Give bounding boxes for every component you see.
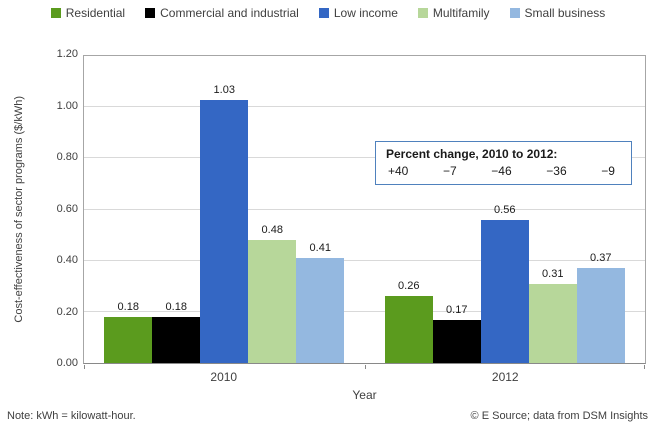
bar-residential-2012: 0.26 <box>384 280 433 363</box>
y-tick-label: 1.20 <box>56 48 78 60</box>
annotation-title: Percent change, 2010 to 2012: <box>386 147 558 161</box>
percent-change-value: −46 <box>491 164 512 178</box>
gridline <box>84 208 645 210</box>
bar-group-2012: 0.26 0.17 0.56 0.31 0.37 <box>365 56 646 363</box>
x-axis-tick <box>364 365 366 369</box>
bar-value-label: 0.48 <box>261 224 283 237</box>
legend: Residential Commercial and industrial Low … <box>0 6 656 20</box>
legend-swatch-icon <box>509 8 520 18</box>
gridline <box>84 157 645 159</box>
bar-value-label: 0.31 <box>542 267 564 280</box>
x-axis-tick <box>644 365 645 369</box>
bar-value-label: 0.26 <box>398 280 420 293</box>
percent-change-value: −36 <box>546 164 567 178</box>
legend-label: Small business <box>524 6 606 20</box>
percent-change-value: −9 <box>601 164 615 178</box>
plot-wrapper: 0.18 0.18 1.03 0.48 0.41 0.26 0.17 0.56 0.31 0.37… <box>83 55 646 402</box>
legend-label: Multifamily <box>432 6 490 20</box>
bar-small-business-2012: 0.37 <box>576 252 625 363</box>
bar-low-income-2010: 1.03 <box>200 84 249 363</box>
x-axis-tick <box>84 365 85 369</box>
percent-change-annotation-box: Percent change, 2010 to 2012: +40 −7 −46 −3… <box>375 141 632 185</box>
bar-multifamily-2010: 0.48 <box>248 224 297 363</box>
annotation-values: +40 −7 −46 −36 −9 <box>376 163 631 180</box>
bar-value-label: 0.17 <box>446 303 468 316</box>
legend-item-low-income: Low income <box>318 6 398 20</box>
legend-swatch-icon <box>318 8 329 18</box>
percent-change-value: +40 <box>388 164 409 178</box>
y-tick-label: 1.00 <box>56 99 78 112</box>
footnote: Note: kWh = kilowatt-hour. <box>7 410 136 422</box>
legend-swatch-icon <box>50 8 61 18</box>
legend-item-residential: Residential <box>50 6 126 20</box>
x-category-labels: 2010 2012 <box>83 370 646 384</box>
legend-item-multifamily: Multifamily <box>417 6 490 20</box>
bar-commercial-and-industrial-2010: 0.18 <box>152 301 201 363</box>
y-axis-tick-labels: 0.00 0.20 0.40 0.60 0.80 1.00 1.20 <box>38 49 78 369</box>
plot-area: 0.18 0.18 1.03 0.48 0.41 0.26 0.17 0.56 0.31 0.37 <box>83 55 646 369</box>
bar-value-label: 0.37 <box>590 252 612 265</box>
bar-multifamily-2012: 0.31 <box>528 268 577 363</box>
bar-value-label: 0.18 <box>165 300 187 313</box>
y-tick-label: 0.20 <box>56 305 78 318</box>
legend-label: Residential <box>65 6 126 20</box>
y-tick-label: 0.80 <box>56 151 78 164</box>
legend-label: Commercial and industrial <box>160 6 299 20</box>
gridline <box>84 106 645 108</box>
legend-item-commercial-and-industrial: Commercial and industrial <box>145 6 299 20</box>
percent-change-value: −7 <box>442 164 457 178</box>
legend-label: Low income <box>333 6 398 20</box>
gridline <box>84 310 645 312</box>
bar-low-income-2012: 0.56 <box>480 204 529 363</box>
y-axis-title: Cost-effectiveness of sector programs ($… <box>10 55 28 364</box>
bar-groups: 0.18 0.18 1.03 0.48 0.41 0.26 0.17 0.56 0.31 0.37 <box>84 56 645 363</box>
bar-value-label: 0.41 <box>309 242 331 255</box>
bar-commercial-and-industrial-2012: 0.17 <box>432 304 481 363</box>
x-category-label-2010: 2010 <box>210 370 238 384</box>
x-category-label-2012: 2012 <box>491 370 519 384</box>
bar-group-2010: 0.18 0.18 1.03 0.48 0.41 <box>84 56 365 363</box>
y-tick-label: 0.40 <box>56 254 78 267</box>
gridline <box>84 259 645 261</box>
legend-swatch-icon <box>417 8 428 18</box>
y-tick-label: 0.60 <box>56 202 78 215</box>
y-tick-label: 0.00 <box>56 357 78 369</box>
bar-value-label: 1.03 <box>213 83 235 96</box>
bar-residential-2010: 0.18 <box>104 301 153 363</box>
bar-value-label: 0.56 <box>494 203 516 216</box>
x-axis-title: Year <box>352 388 377 402</box>
source-credit: © E Source; data from DSM Insights <box>470 410 648 422</box>
y-axis-title-text: Cost-effectiveness of sector programs ($… <box>13 96 25 323</box>
bar-value-label: 0.18 <box>117 300 139 313</box>
legend-item-small-business: Small business <box>509 6 606 20</box>
bar-small-business-2010: 0.41 <box>296 242 345 363</box>
legend-swatch-icon <box>145 8 156 18</box>
